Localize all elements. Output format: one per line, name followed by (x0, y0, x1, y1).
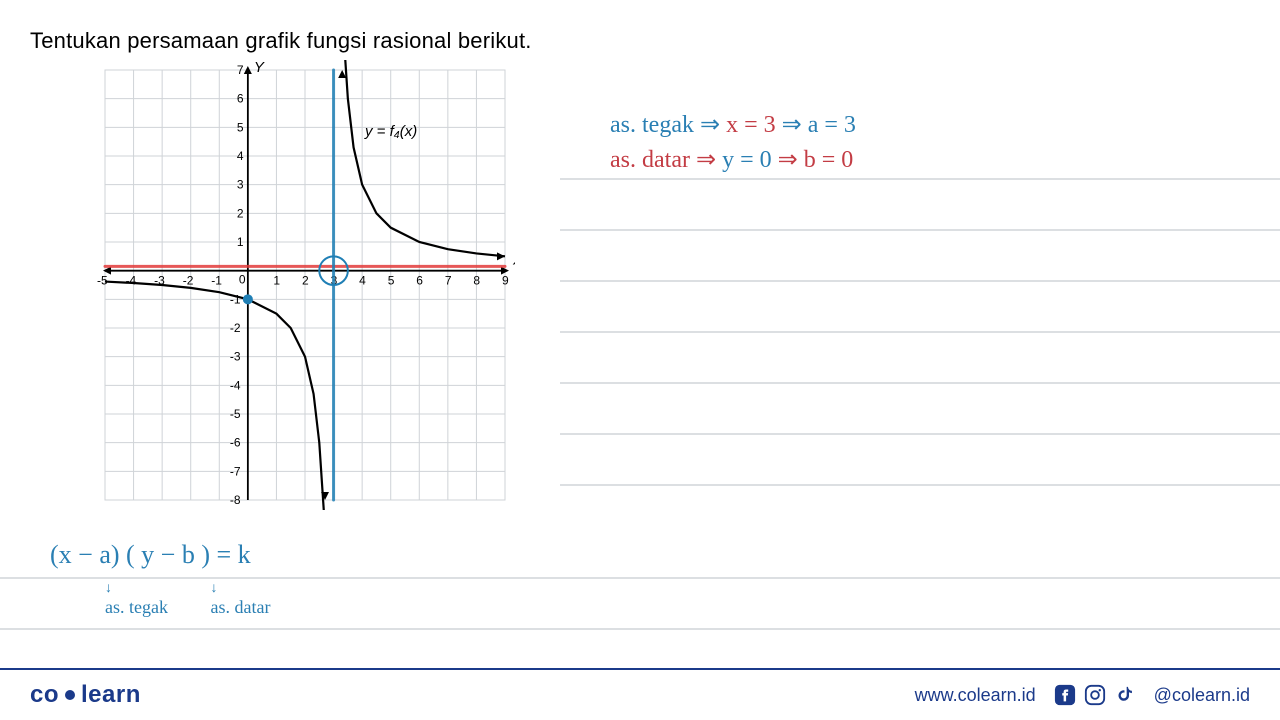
tiktok-icon (1114, 684, 1136, 706)
svg-text:-4: -4 (126, 274, 137, 288)
rational-function-chart: -5-4-3-2-10123456789-8-7-6-5-4-3-2-11234… (95, 60, 515, 515)
svg-text:4: 4 (359, 274, 366, 288)
svg-text:8: 8 (473, 274, 480, 288)
svg-text:-8: -8 (230, 493, 241, 507)
svg-text:-3: -3 (230, 350, 241, 364)
colearn-logo: co learn (30, 681, 141, 709)
svg-text:0: 0 (239, 273, 246, 287)
svg-text:-2: -2 (183, 274, 194, 288)
svg-text:2: 2 (302, 274, 309, 288)
svg-text:1: 1 (273, 274, 280, 288)
svg-text:-4: -4 (230, 378, 241, 392)
svg-text:6: 6 (237, 92, 244, 106)
instagram-icon (1084, 684, 1106, 706)
svg-text:Y: Y (254, 60, 265, 76)
note-vertical-asymptote: as. tegak ⇒ x = 3 ⇒ a = 3 (610, 110, 856, 139)
svg-text:7: 7 (237, 63, 244, 77)
logo-dot-icon (65, 690, 75, 700)
social-icons (1054, 684, 1136, 706)
svg-text:1: 1 (237, 235, 244, 249)
svg-text:9: 9 (502, 274, 509, 288)
question-text: Tentukan persamaan grafik fungsi rasiona… (30, 28, 532, 54)
svg-text:6: 6 (416, 274, 423, 288)
handwritten-equation: (x − a) ( y − b ) = k (50, 540, 251, 570)
footer-url: www.colearn.id (915, 685, 1036, 706)
facebook-icon (1054, 684, 1076, 706)
handwritten-equation-labels: ↓ as. tegak ↓ as. datar (50, 576, 270, 618)
svg-text:-7: -7 (230, 464, 241, 478)
svg-text:5: 5 (237, 120, 244, 134)
svg-text:5: 5 (388, 274, 395, 288)
svg-text:y = f₄(x): y = f₄(x) (364, 123, 417, 140)
handwritten-notes: as. tegak ⇒ x = 3 ⇒ a = 3 as. datar ⇒ y … (610, 110, 856, 180)
svg-text:-6: -6 (230, 436, 241, 450)
footer-handle: @colearn.id (1154, 685, 1250, 706)
svg-text:2: 2 (237, 206, 244, 220)
svg-text:-1: -1 (211, 274, 222, 288)
footer-bar: co learn www.colearn.id @colearn.id (0, 668, 1280, 720)
svg-text:X: X (512, 252, 515, 269)
svg-text:-2: -2 (230, 321, 241, 335)
svg-text:4: 4 (237, 149, 244, 163)
svg-text:7: 7 (445, 274, 452, 288)
note-horizontal-asymptote: as. datar ⇒ y = 0 ⇒ b = 0 (610, 145, 856, 174)
svg-text:3: 3 (237, 178, 244, 192)
svg-text:-5: -5 (230, 407, 241, 421)
